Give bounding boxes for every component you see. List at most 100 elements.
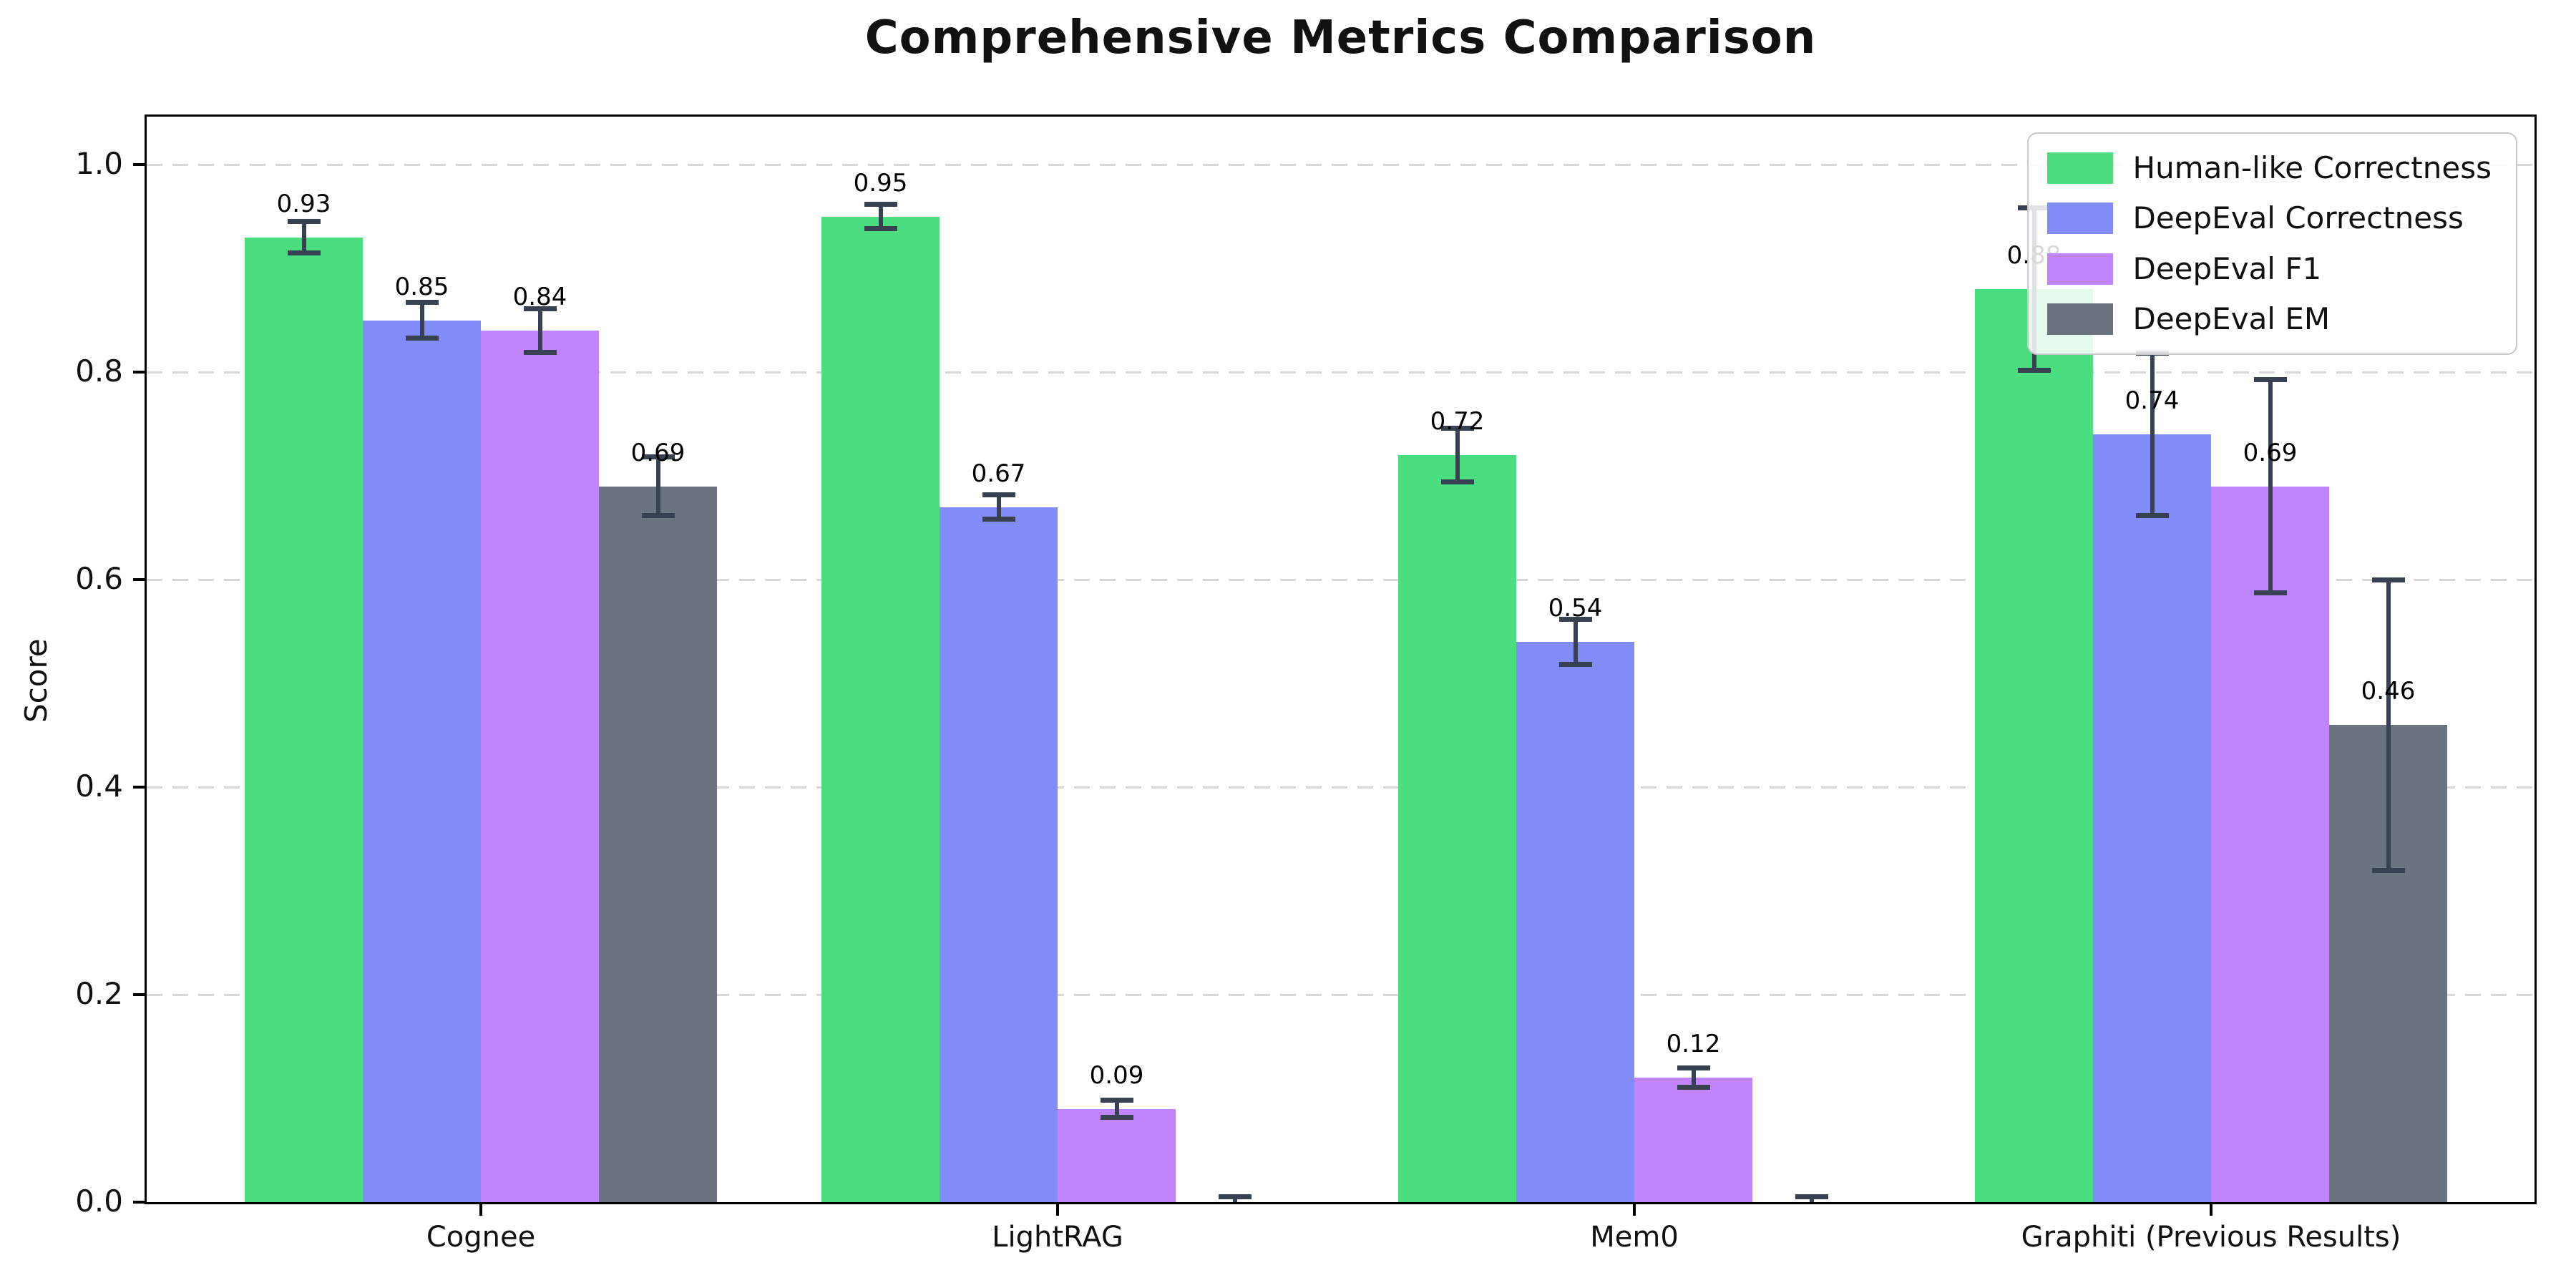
x-tick-mark — [1056, 1204, 1059, 1216]
error-bar-cap — [2017, 367, 2051, 373]
x-tick-label: LightRAG — [992, 1221, 1123, 1254]
bar — [363, 320, 481, 1202]
error-bar-cap — [523, 306, 557, 312]
x-tick-mark — [479, 1204, 482, 1216]
bar — [599, 486, 717, 1202]
y-tick-mark — [133, 993, 145, 996]
error-bar — [1691, 1068, 1696, 1088]
error-bar — [878, 204, 883, 229]
bar — [1516, 642, 1634, 1202]
legend-swatch — [2046, 152, 2113, 185]
error-bar — [1455, 428, 1460, 482]
error-bar-cap — [1558, 616, 1592, 622]
error-bar — [2386, 580, 2391, 870]
error-bar-cap — [864, 201, 897, 207]
y-tick-mark — [133, 786, 145, 789]
y-tick-mark — [133, 1201, 145, 1204]
error-bar-cap — [2371, 867, 2405, 873]
legend-item: DeepEval Correctness — [2046, 200, 2492, 235]
legend-label: DeepEval F1 — [2132, 250, 2322, 286]
x-tick-label: Mem0 — [1590, 1221, 1679, 1254]
error-bar-cap — [641, 512, 675, 518]
error-bar — [996, 494, 1001, 519]
bar-series-container: 0.930.950.720.880.850.670.540.740.840.09… — [147, 117, 2534, 1202]
error-bar-cap — [2371, 577, 2405, 582]
bar — [2093, 434, 2211, 1202]
bar-value-label: 0.69 — [630, 438, 686, 467]
error-bar-cap — [287, 250, 321, 255]
bar — [940, 507, 1058, 1202]
chart-title: Comprehensive Metrics Comparison — [864, 11, 1817, 64]
error-bar — [537, 308, 542, 353]
legend-label: Human-like Correctness — [2132, 150, 2492, 185]
y-tick-label: 0.0 — [75, 1184, 123, 1219]
bar-value-label: 0.67 — [971, 459, 1026, 488]
bar-value-label: 0.69 — [2243, 438, 2298, 467]
error-bar-cap — [2253, 376, 2287, 382]
bar — [1058, 1108, 1176, 1202]
plot-area: 0.930.950.720.880.850.670.540.740.840.09… — [145, 114, 2537, 1204]
bar-value-label: 0.84 — [512, 283, 567, 311]
error-bar-cap — [405, 300, 439, 306]
gridline — [147, 578, 2534, 581]
error-bar — [655, 457, 660, 516]
error-bar-cap — [2135, 512, 2169, 518]
legend-item: DeepEval EM — [2046, 301, 2492, 336]
error-bar — [301, 221, 306, 253]
bar-value-label: 0.95 — [853, 168, 908, 197]
error-bar-cap — [523, 349, 557, 355]
bar-value-label: 0.46 — [2361, 677, 2416, 706]
y-tick-label: 0.6 — [75, 561, 123, 596]
error-bar-cap — [1440, 479, 1474, 485]
error-bar-cap — [982, 517, 1015, 522]
error-bar-cap — [1677, 1084, 1710, 1090]
x-tick-label: Cognee — [426, 1221, 536, 1254]
error-bar-cap — [405, 335, 439, 341]
gridline — [147, 993, 2534, 996]
legend-swatch — [2046, 253, 2113, 285]
legend-swatch — [2046, 303, 2113, 336]
error-bar-cap — [2253, 590, 2287, 596]
error-bar-cap — [1795, 1194, 1828, 1200]
error-bar-cap — [287, 219, 321, 225]
legend: Human-like Correctness DeepEval Correctne… — [2026, 132, 2517, 356]
bar — [821, 216, 940, 1202]
bar-value-label: 0.72 — [1430, 407, 1485, 436]
error-bar — [2268, 379, 2273, 593]
bar — [1975, 289, 2093, 1202]
error-bar — [2150, 353, 2155, 516]
bar-value-label: 0.09 — [1089, 1060, 1144, 1090]
y-axis-label: Score — [19, 638, 54, 723]
bar — [1398, 455, 1516, 1202]
error-bar-cap — [1218, 1194, 1252, 1200]
bar-value-label: 0.12 — [1666, 1030, 1721, 1058]
y-tick-mark — [133, 163, 145, 166]
bar — [1634, 1078, 1752, 1202]
error-bar — [1573, 619, 1578, 665]
legend-item: Human-like Correctness — [2046, 150, 2492, 185]
error-bar-cap — [641, 454, 675, 460]
y-tick-mark — [133, 371, 145, 374]
error-bar — [419, 302, 424, 338]
x-tick-mark — [1633, 1204, 1636, 1216]
error-bar — [1114, 1100, 1119, 1118]
gridline — [147, 163, 2534, 166]
error-bar-cap — [1100, 1098, 1133, 1103]
bar — [481, 331, 599, 1202]
y-tick-label: 0.4 — [75, 769, 123, 804]
error-bar-cap — [1100, 1114, 1133, 1120]
x-tick-mark — [2210, 1204, 2212, 1216]
bar-value-label: 0.93 — [276, 189, 331, 218]
bar-value-label: 0.74 — [2124, 386, 2180, 415]
x-tick-label: Graphiti (Previous Results) — [2021, 1221, 2401, 1254]
bar-value-label: 0.85 — [394, 272, 449, 301]
error-bar — [1809, 1196, 1814, 1202]
bar — [245, 237, 363, 1202]
error-bar — [1232, 1196, 1237, 1202]
legend-item: DeepEval F1 — [2046, 250, 2492, 286]
error-bar-cap — [1558, 662, 1592, 668]
gridline — [147, 786, 2534, 789]
y-tick-label: 1.0 — [75, 146, 123, 181]
y-tick-label: 0.8 — [75, 353, 123, 389]
